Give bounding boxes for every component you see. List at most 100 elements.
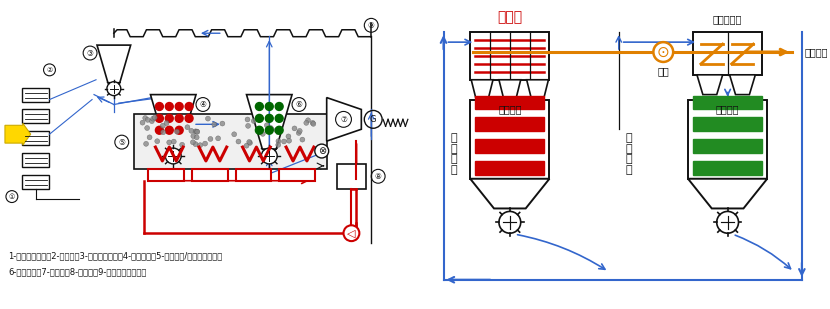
Circle shape (189, 128, 194, 133)
Bar (693, 32, 762, 75)
Polygon shape (471, 179, 549, 209)
Circle shape (266, 126, 273, 134)
Circle shape (175, 114, 183, 122)
Polygon shape (150, 95, 196, 149)
Circle shape (167, 140, 172, 145)
Circle shape (292, 126, 297, 131)
Circle shape (155, 103, 164, 110)
Bar (134, 114, 327, 169)
Circle shape (171, 139, 176, 144)
Circle shape (155, 126, 164, 134)
Circle shape (236, 139, 241, 144)
Circle shape (194, 135, 199, 140)
Bar (22, 88, 50, 102)
Circle shape (155, 114, 164, 122)
Bar (693, 117, 762, 131)
Circle shape (276, 142, 281, 147)
Circle shape (266, 103, 273, 110)
Text: 高
温
输
送: 高 温 输 送 (625, 133, 632, 175)
FancyArrow shape (5, 123, 31, 145)
Circle shape (160, 123, 165, 128)
Circle shape (276, 130, 281, 135)
Bar (693, 139, 762, 153)
Circle shape (143, 116, 148, 121)
Circle shape (150, 116, 155, 121)
Bar (476, 139, 544, 153)
Circle shape (232, 132, 237, 137)
Bar (279, 169, 315, 181)
Circle shape (147, 135, 152, 140)
Polygon shape (97, 45, 130, 83)
Polygon shape (688, 179, 767, 209)
Text: 6-低温储罐；7-汽轮机；8-冷凝器；9-固体颗粒输送系统: 6-低温储罐；7-汽轮机；8-冷凝器；9-固体颗粒输送系统 (8, 267, 146, 276)
Circle shape (193, 142, 198, 147)
Bar (337, 164, 366, 189)
Text: ⑧: ⑧ (374, 172, 382, 181)
Text: ①: ① (9, 193, 15, 200)
Polygon shape (499, 80, 520, 99)
Text: ⊙: ⊙ (657, 44, 670, 60)
Polygon shape (247, 95, 292, 149)
Circle shape (296, 130, 301, 135)
Bar (192, 169, 227, 181)
Text: DECG: DECG (683, 129, 773, 179)
Circle shape (251, 119, 256, 124)
Text: ⑤: ⑤ (119, 138, 125, 147)
Circle shape (149, 119, 154, 124)
Circle shape (311, 121, 316, 126)
Circle shape (297, 129, 302, 133)
Bar (22, 131, 50, 145)
Bar (693, 95, 762, 109)
Circle shape (256, 103, 263, 110)
Text: ⑨: ⑨ (368, 21, 374, 30)
Circle shape (174, 129, 179, 134)
Circle shape (264, 123, 269, 128)
Circle shape (499, 211, 520, 233)
Text: DECG: DECG (465, 129, 554, 179)
Polygon shape (527, 80, 549, 99)
Circle shape (276, 114, 283, 122)
Circle shape (717, 211, 739, 233)
Text: ⊗: ⊗ (318, 146, 326, 156)
Text: 1-镜场聚焦光斑；2-吸热器；3-吸热器进料斗；4-高温储罐；5-固体颗粒/水工质换热器；: 1-镜场聚焦光斑；2-吸热器；3-吸热器进料斗；4-高温储罐；5-固体颗粒/水工… (8, 252, 222, 260)
Circle shape (165, 103, 173, 110)
Circle shape (152, 115, 157, 120)
Circle shape (220, 121, 225, 126)
Circle shape (245, 117, 250, 122)
Text: ②: ② (46, 67, 52, 73)
Bar (471, 32, 549, 80)
Circle shape (165, 114, 173, 122)
Circle shape (208, 137, 213, 142)
Bar (471, 99, 549, 179)
Circle shape (315, 144, 329, 158)
Circle shape (161, 130, 166, 135)
Circle shape (195, 129, 200, 134)
Circle shape (185, 114, 193, 122)
Circle shape (276, 126, 283, 134)
Text: 高温储罐: 高温储罐 (498, 104, 521, 115)
Text: 放热换热器: 放热换热器 (713, 14, 742, 24)
Circle shape (164, 121, 169, 125)
Bar (236, 169, 271, 181)
Circle shape (175, 103, 183, 110)
Text: ◁: ◁ (347, 228, 356, 238)
Circle shape (268, 125, 273, 130)
Circle shape (261, 148, 277, 164)
Circle shape (190, 140, 195, 145)
Circle shape (144, 142, 149, 146)
Circle shape (276, 103, 283, 110)
Circle shape (310, 121, 315, 125)
Text: 高温蒸汽: 高温蒸汽 (805, 47, 828, 57)
Bar (693, 161, 762, 175)
Polygon shape (471, 80, 493, 99)
Circle shape (266, 114, 273, 122)
Text: 给水: 给水 (657, 66, 669, 76)
Circle shape (154, 139, 159, 144)
Circle shape (281, 139, 286, 144)
Circle shape (191, 133, 196, 138)
Circle shape (185, 125, 190, 130)
Text: 低
温
输
送: 低 温 输 送 (450, 133, 456, 175)
Circle shape (216, 136, 221, 141)
Circle shape (305, 118, 310, 123)
Text: ④: ④ (199, 100, 207, 109)
